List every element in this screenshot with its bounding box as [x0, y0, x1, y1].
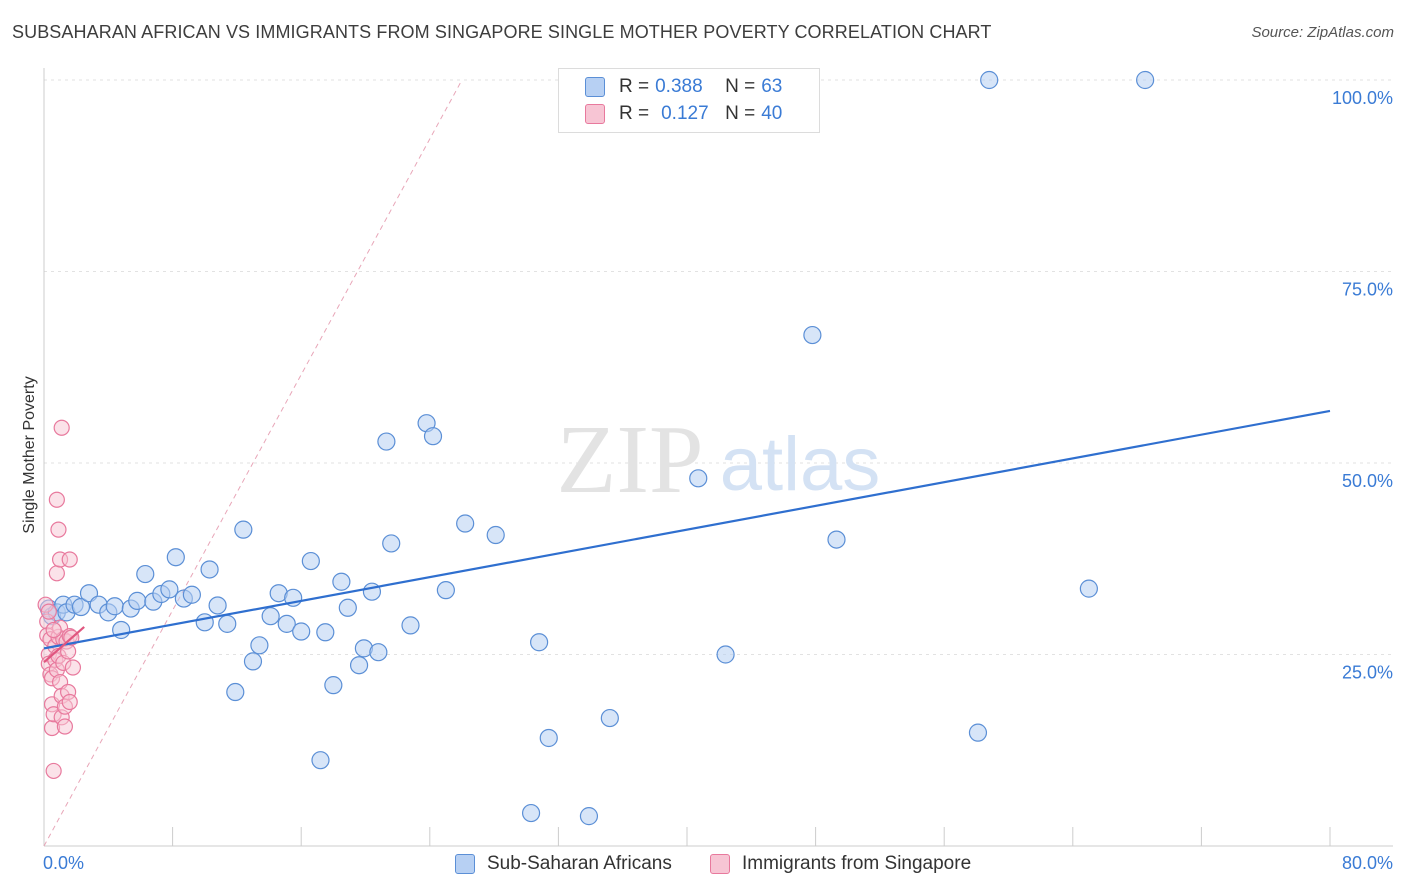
data-point-sub-saharan	[521, 803, 541, 823]
diagonal-reference	[43, 79, 463, 847]
bottom-legend-sub-saharan: Sub-Saharan Africans	[455, 850, 672, 878]
bottom-legend-label: Immigrants from Singapore	[742, 853, 972, 874]
legend-n-value: 40	[761, 103, 783, 124]
x-tick-label-min: 0.0%	[43, 853, 84, 873]
data-point-sub-saharan	[382, 534, 401, 553]
data-point-sub-saharan	[105, 597, 124, 616]
data-point-sub-saharan	[1136, 70, 1155, 90]
legend-r-label: R =	[619, 76, 650, 97]
data-point-sub-saharan	[423, 427, 443, 446]
data-point-sub-saharan	[250, 636, 269, 655]
data-point-sub-saharan	[716, 645, 735, 664]
data-point-sub-saharan	[195, 613, 214, 632]
legend-n-label: N =	[725, 76, 756, 97]
data-point-sub-saharan	[182, 585, 201, 604]
bottom-legend-swatch-blue-icon	[455, 854, 475, 874]
data-point-sub-saharan	[486, 525, 505, 545]
axis-labels: Single Mother Poverty 0.0% 80.0% 25.0% 50…	[21, 88, 1393, 873]
data-point-singapore	[50, 521, 67, 538]
data-point-sub-saharan	[338, 598, 357, 617]
legend-n-label: N =	[725, 103, 756, 124]
data-point-sub-saharan	[261, 607, 280, 626]
data-point-sub-saharan	[166, 548, 185, 567]
source-label: Source: ZipAtlas.com	[1251, 24, 1394, 41]
data-point-sub-saharan	[136, 564, 155, 584]
x-tick-label-max: 80.0%	[1342, 853, 1393, 873]
data-point-sub-saharan	[803, 325, 822, 345]
data-point-sub-saharan	[539, 728, 558, 748]
legend-r-value: 0.127	[661, 103, 709, 124]
data-point-sub-saharan	[316, 623, 335, 642]
data-point-sub-saharan	[160, 580, 179, 599]
data-point-sub-saharan	[980, 70, 999, 90]
data-point-sub-saharan	[324, 676, 343, 695]
data-point-sub-saharan	[377, 432, 396, 451]
data-point-sub-saharan	[277, 614, 296, 633]
legend-r-value: 0.388	[655, 76, 703, 97]
data-point-sub-saharan	[200, 560, 219, 579]
data-point-sub-saharan	[1079, 579, 1098, 598]
data-point-sub-saharan	[226, 682, 245, 702]
data-point-singapore	[61, 693, 78, 711]
legend-row-singapore: R = 0.127 N = 40	[585, 102, 782, 126]
data-point-sub-saharan	[600, 708, 619, 728]
data-point-sub-saharan	[128, 591, 147, 610]
data-point-sub-saharan	[369, 643, 388, 662]
data-point-singapore	[40, 603, 57, 620]
watermark-atlas: atlas	[720, 422, 881, 507]
data-point-singapore	[48, 491, 65, 508]
data-point-sub-saharan	[456, 514, 475, 533]
data-point-sub-saharan	[301, 551, 320, 571]
data-point-sub-saharan	[968, 723, 988, 742]
stats-legend: R = 0.388 N = 63 R = 0.127 N = 40	[558, 68, 820, 133]
data-point-sub-saharan	[530, 633, 549, 652]
data-point-singapore	[61, 551, 78, 568]
bottom-legend-swatch-pink-icon	[710, 854, 730, 874]
data-point-sub-saharan	[827, 530, 846, 549]
trend-line-singapore	[43, 626, 85, 663]
data-point-sub-saharan	[332, 572, 351, 591]
data-point-sub-saharan	[243, 652, 263, 671]
axes	[43, 68, 1393, 847]
data-point-singapore	[45, 621, 62, 639]
data-point-singapore	[48, 565, 65, 582]
data-point-singapore	[45, 762, 62, 780]
bottom-legend-label: Sub-Saharan Africans	[487, 853, 672, 874]
y-tick-label: 100.0%	[1332, 88, 1393, 108]
bottom-legend-singapore: Immigrants from Singapore	[710, 850, 971, 878]
data-point-sub-saharan	[436, 581, 455, 600]
data-point-sub-saharan	[71, 597, 91, 617]
trend-lines	[43, 409, 1331, 663]
y-axis-title: Single Mother Poverty	[21, 376, 38, 533]
y-tick-label: 75.0%	[1342, 280, 1393, 300]
y-tick-label: 50.0%	[1342, 471, 1393, 491]
data-point-singapore	[53, 419, 70, 436]
watermark: ZIP atlas	[557, 406, 881, 514]
legend-swatch-pink-icon	[585, 104, 605, 124]
data-point-sub-saharan	[208, 596, 227, 615]
reference-line	[43, 79, 463, 847]
data-point-sub-saharan	[234, 520, 253, 539]
legend-swatch-blue-icon	[585, 77, 605, 97]
data-point-sub-saharan	[689, 469, 708, 488]
y-tick-label: 25.0%	[1342, 663, 1393, 683]
legend-n-value: 63	[761, 76, 783, 97]
legend-r-label: R =	[619, 103, 650, 124]
data-point-sub-saharan	[349, 656, 369, 675]
data-point-sub-saharan	[218, 614, 237, 633]
data-point-sub-saharan	[401, 616, 420, 635]
grid-lines	[44, 79, 1393, 655]
trend-line-sub-saharan	[43, 409, 1331, 650]
legend-row-sub-saharan: R = 0.388 N = 63	[585, 75, 782, 99]
chart-title: SUBSAHARAN AFRICAN VS IMMIGRANTS FROM SI…	[12, 22, 992, 42]
data-point-sub-saharan	[292, 622, 311, 641]
data-point-sub-saharan	[579, 807, 599, 826]
data-point-sub-saharan	[311, 751, 330, 770]
data-point-singapore	[64, 659, 82, 676]
data-point-singapore	[56, 718, 73, 735]
watermark-zip: ZIP	[557, 406, 704, 514]
